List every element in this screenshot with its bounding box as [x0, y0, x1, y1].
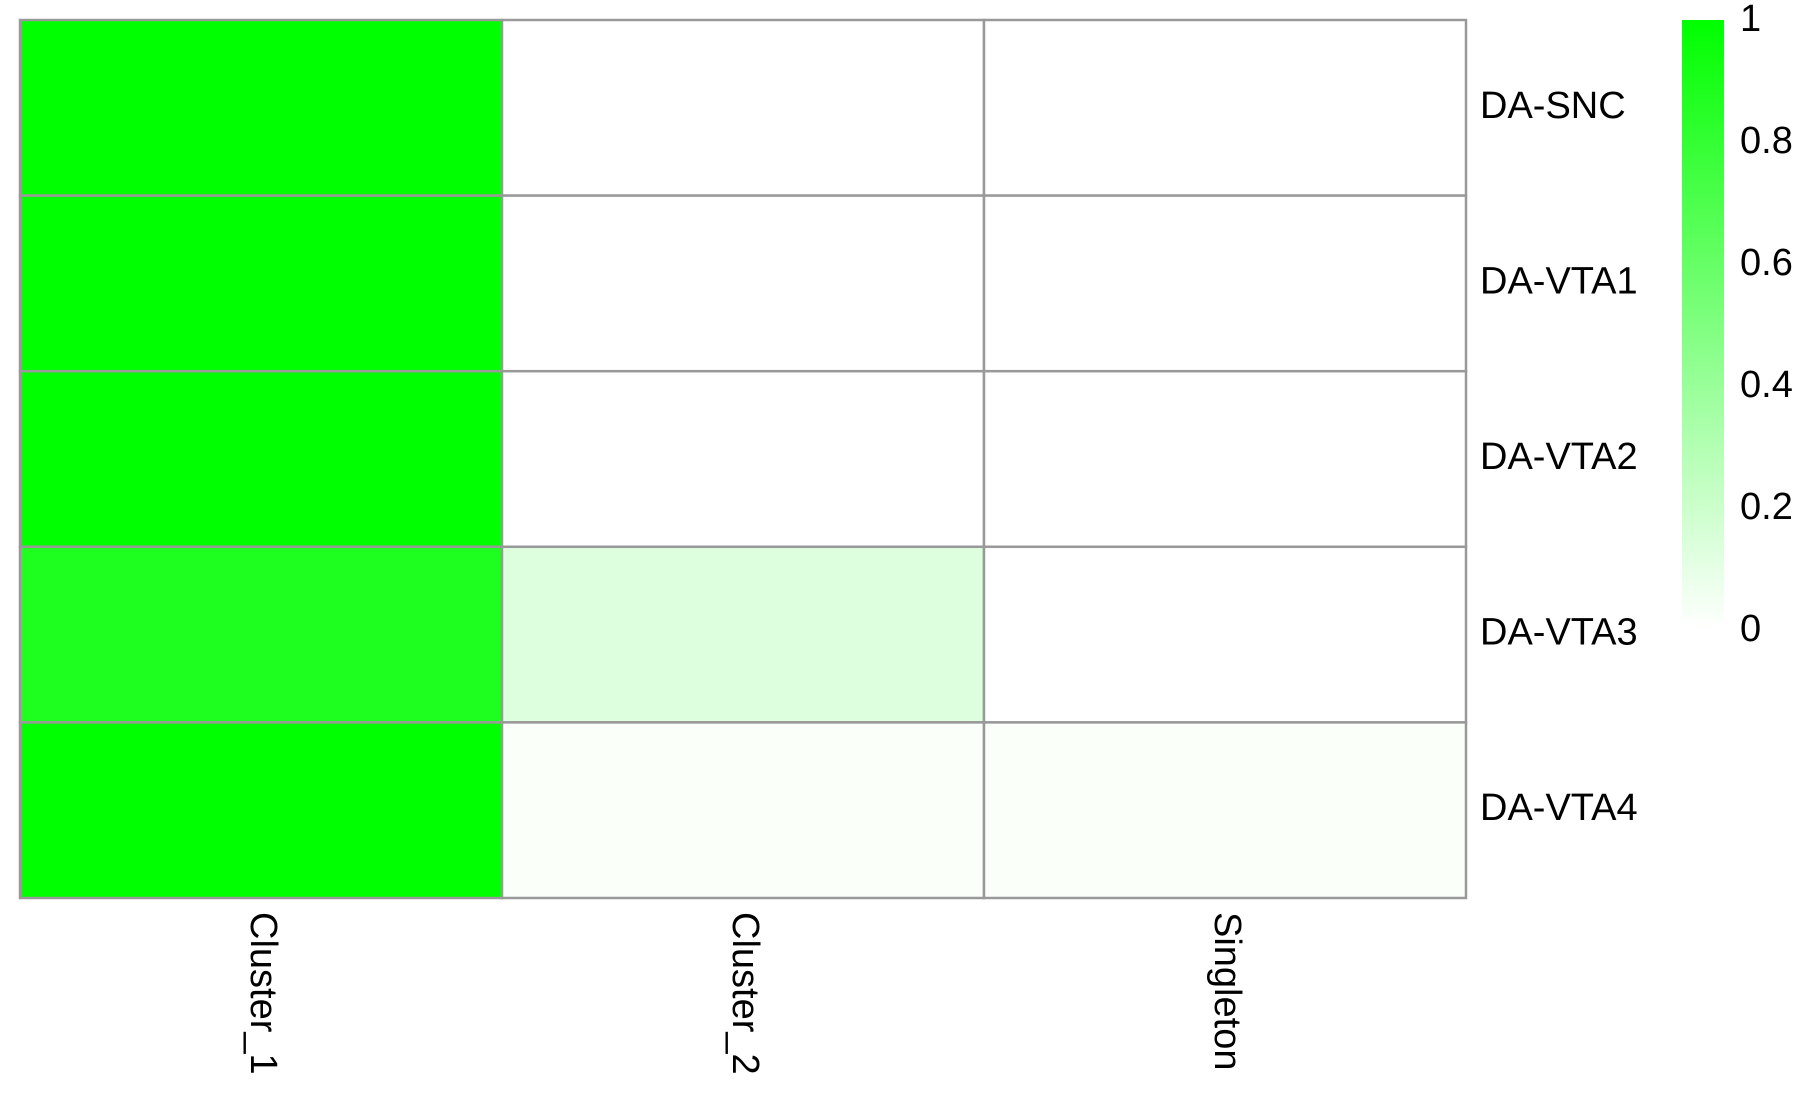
heatmap-cell-da-vta4-cluster-2	[500, 721, 986, 900]
heatmap-cell-da-vta1-cluster-1	[18, 194, 504, 373]
column-label-cluster-1: Cluster_1	[242, 912, 284, 1075]
heatmap-cell-da-vta4-singleton	[982, 721, 1468, 900]
column-label-cluster-2: Cluster_2	[724, 912, 766, 1075]
column-label-singleton: Singleton	[1206, 912, 1248, 1070]
heatmap-cell-da-vta3-cluster-1	[18, 545, 504, 724]
heatmap-cell-da-vta3-singleton	[982, 545, 1468, 724]
row-label-da-vta3: DA-VTA3	[1480, 612, 1638, 654]
heatmap-cell-da-snc-cluster-2	[500, 18, 986, 197]
colorbar-gradient	[1682, 20, 1724, 630]
colorbar: 0 0.2 0.4 0.6 0.8 1	[1682, 0, 1793, 650]
colorbar-tick-label-0: 0	[1740, 608, 1761, 650]
row-label-da-vta4: DA-VTA4	[1480, 787, 1638, 829]
heatmap-cell-da-snc-singleton	[982, 18, 1468, 197]
row-label-da-vta2: DA-VTA2	[1480, 436, 1638, 478]
colorbar-tick-label-1: 1	[1740, 0, 1761, 40]
heatmap-cell-da-snc-cluster-1	[18, 18, 504, 197]
heatmap-cells	[18, 18, 1468, 900]
colorbar-tick-label-0-6: 0.6	[1740, 242, 1793, 284]
heatmap-cell-da-vta4-cluster-1	[18, 721, 504, 900]
colorbar-tick-label-0-4: 0.4	[1740, 364, 1793, 406]
heatmap-cell-da-vta3-cluster-2	[500, 545, 986, 724]
colorbar-tick-label-0-8: 0.8	[1740, 120, 1793, 162]
colorbar-tick-label-0-2: 0.2	[1740, 486, 1793, 528]
heatmap-cell-da-vta1-cluster-2	[500, 194, 986, 373]
heatmap-cell-da-vta2-singleton	[982, 369, 1468, 549]
heatmap-cell-da-vta2-cluster-2	[500, 369, 986, 549]
row-labels: DA-SNC DA-VTA1 DA-VTA2 DA-VTA3 DA-VTA4	[1480, 85, 1638, 829]
column-labels: Cluster_1 Cluster_2 Singleton	[242, 912, 1248, 1075]
heatmap-cell-da-vta2-cluster-1	[18, 369, 504, 549]
row-label-da-snc: DA-SNC	[1480, 85, 1626, 127]
row-label-da-vta1: DA-VTA1	[1480, 260, 1638, 302]
heatmap-cell-da-vta1-singleton	[982, 194, 1468, 373]
